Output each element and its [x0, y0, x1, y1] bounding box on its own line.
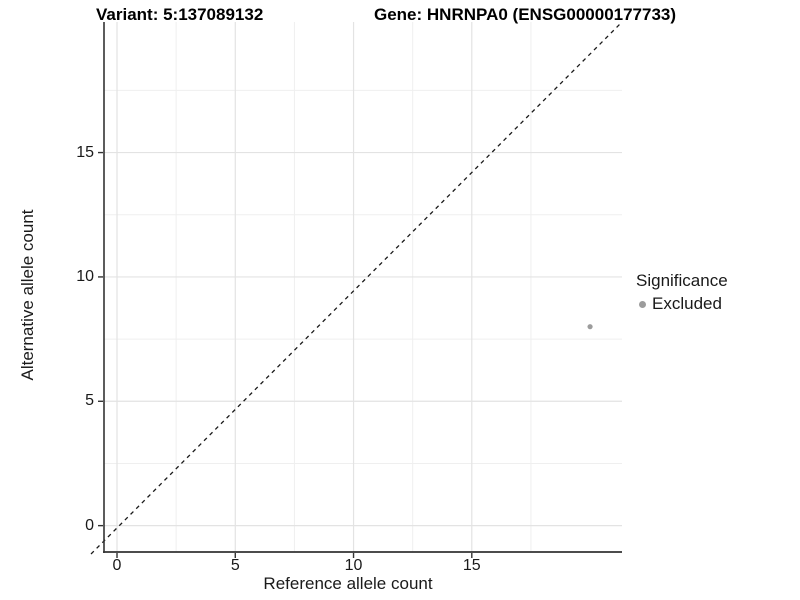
legend-item-excluded: Excluded — [636, 294, 728, 314]
legend-marker-circle-icon — [639, 300, 646, 308]
y-tick-label: 0 — [85, 516, 94, 534]
data-point — [587, 324, 593, 330]
legend-item-label: Excluded — [652, 294, 722, 313]
legend: Significance Excluded — [636, 271, 728, 314]
gene-title: Gene: HNRNPA0 (ENSG00000177733) — [374, 5, 677, 24]
identity-dashed-line — [90, 22, 622, 555]
y-tick-label: 5 — [85, 392, 94, 410]
x-axis-title: Reference allele count — [263, 574, 433, 593]
y-axis-title: Alternative allele count — [18, 209, 37, 381]
y-tick-label: 10 — [76, 267, 94, 285]
x-tick-label: 15 — [462, 557, 481, 574]
legend-title: Significance — [636, 271, 728, 290]
y-tick-label: 15 — [76, 143, 94, 161]
variant-title: Variant: 5:137089132 — [96, 5, 264, 24]
x-tick-label: 10 — [344, 557, 363, 574]
x-tick-label: 0 — [112, 557, 122, 574]
x-tick-label: 5 — [230, 557, 240, 574]
